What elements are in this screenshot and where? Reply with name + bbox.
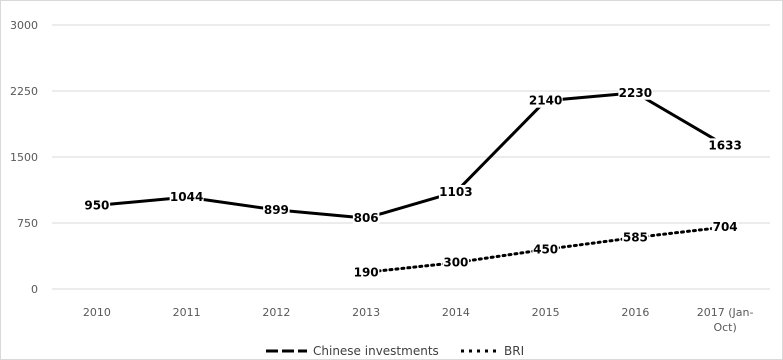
data-label-bg	[352, 211, 380, 226]
data-label: 190	[354, 265, 379, 279]
data-label: 950	[84, 198, 109, 212]
data-label: 450	[533, 242, 558, 256]
data-label: 2140	[529, 94, 562, 108]
data-label-bg	[438, 184, 473, 199]
data-label-bg	[442, 255, 470, 270]
data-label: 1044	[170, 190, 203, 204]
data-label: 806	[354, 211, 379, 225]
x-tick-label: 2014	[442, 306, 470, 319]
y-tick-label: 2250	[10, 85, 38, 98]
data-label-bg	[528, 93, 563, 108]
data-label-bg	[169, 190, 204, 205]
y-tick-label: 3000	[10, 19, 38, 32]
data-label-bg	[618, 85, 653, 100]
y-axis-ticks: 0 750 1500 2250 3000	[10, 19, 38, 296]
x-axis-ticks: 2010 2011 2012 2013 2014 2015 2016 2017 (Jan-Oc…	[83, 306, 754, 334]
x-tick-label: 2010	[83, 306, 111, 319]
gridlines	[52, 24, 770, 290]
data-label-bg	[711, 220, 739, 235]
data-label-bg	[708, 138, 743, 153]
data-label: 704	[713, 220, 738, 234]
legend-label-chinese-investments: Chinese investments	[313, 344, 439, 358]
x-tick-label: 2012	[262, 306, 290, 319]
data-label-bg	[352, 265, 380, 280]
data-label-bg	[532, 242, 559, 257]
series-lines	[96, 91, 727, 274]
x-tick-label: 2013	[352, 306, 380, 319]
x-tick-label: 2017 (Jan-Oct)	[697, 306, 754, 334]
x-tick-label: 2015	[532, 306, 560, 319]
data-label: 1633	[708, 138, 741, 152]
y-tick-label: 1500	[10, 151, 38, 164]
data-label-bg	[622, 230, 649, 245]
x-tick-label: 2011	[173, 306, 201, 319]
data-label-bg	[263, 202, 290, 217]
y-tick-label: 0	[31, 283, 38, 296]
legend: Chinese investments BRI	[266, 344, 524, 358]
data-label: 899	[264, 203, 289, 217]
data-label: 300	[443, 256, 468, 270]
data-label: 585	[623, 231, 648, 245]
data-label-bg	[83, 198, 111, 213]
x-tick-label: 2016	[621, 306, 649, 319]
y-tick-label: 750	[17, 217, 38, 230]
data-label: 2230	[619, 86, 652, 100]
legend-label-bri: BRI	[504, 344, 524, 358]
data-labels: 950 1044 899 806 1103 2140 2230 1633 190 300 450 58…	[83, 85, 743, 280]
data-label: 1103	[439, 185, 472, 199]
